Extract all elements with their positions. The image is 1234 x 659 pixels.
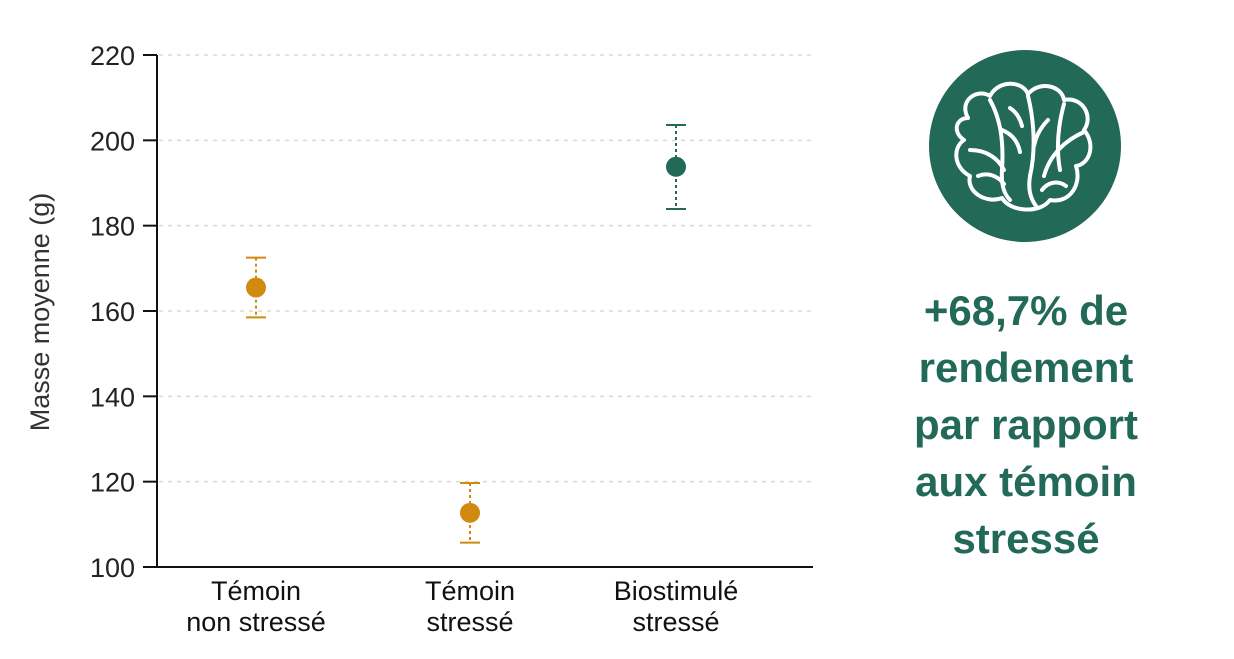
callout-line-5: stressé	[952, 515, 1100, 562]
x-category-label: Témoin	[425, 576, 515, 606]
callout-line-2: rendement	[918, 344, 1134, 391]
mean-point	[246, 277, 266, 298]
y-ticks: 100 120 140 160 180 200 220	[90, 41, 157, 583]
x-category-label: stressé	[632, 607, 719, 637]
x-category-label: Biostimulé	[614, 576, 739, 606]
y-tick-label: 100	[90, 553, 135, 583]
callout-line-1: +68,7% de	[923, 287, 1129, 334]
y-tick-label: 120	[90, 468, 135, 498]
callout-line-3: par rapport	[913, 401, 1139, 448]
y-tick-label: 180	[90, 212, 135, 242]
x-category-label: Témoin	[211, 576, 301, 606]
mean-point	[460, 502, 480, 523]
x-category-label: stressé	[426, 607, 513, 637]
x-category-label: non stressé	[186, 607, 326, 637]
y-axis-title: Masse moyenne (g)	[25, 193, 55, 432]
y-tick-label: 140	[90, 382, 135, 412]
gridlines	[159, 54, 813, 483]
y-tick-label: 200	[90, 126, 135, 156]
callout-line-4: aux témoin	[915, 458, 1137, 505]
y-tick-label: 160	[90, 297, 135, 327]
data-points	[246, 123, 686, 544]
mean-point	[666, 156, 686, 177]
y-tick-label: 220	[90, 41, 135, 71]
yield-callout: +68,7% de rendement par rapport aux témo…	[880, 282, 1172, 567]
lettuce-icon	[929, 50, 1121, 242]
